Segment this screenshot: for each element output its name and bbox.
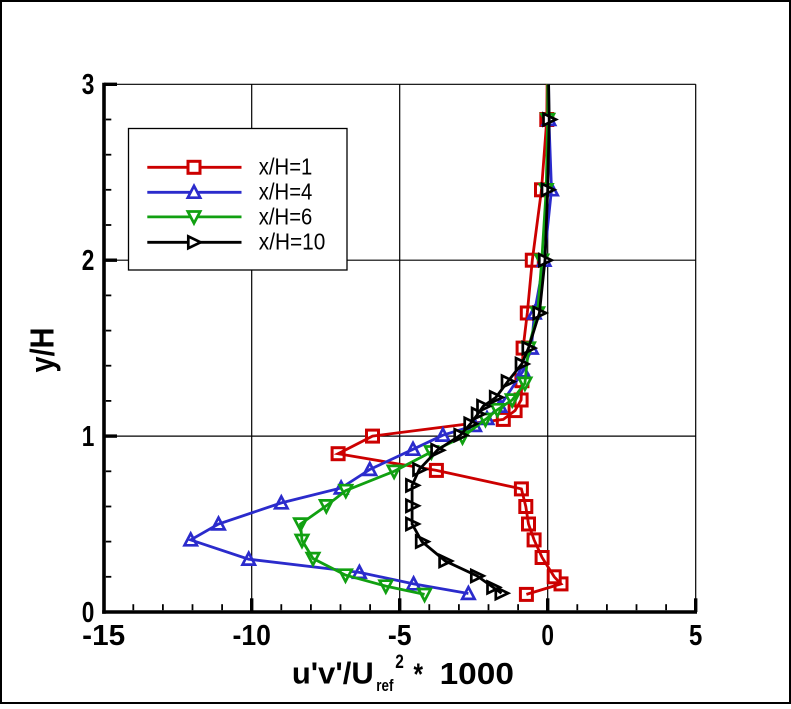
svg-text:-5: -5 xyxy=(388,620,412,652)
svg-text:5: 5 xyxy=(689,620,702,652)
svg-text:x/H=6: x/H=6 xyxy=(259,203,313,229)
svg-text:y/H: y/H xyxy=(24,328,61,373)
svg-text:u'v'/U: u'v'/U xyxy=(292,656,374,691)
svg-text:ref: ref xyxy=(376,676,393,695)
svg-text:-15: -15 xyxy=(82,620,125,652)
svg-text:2: 2 xyxy=(395,652,404,673)
svg-text:1: 1 xyxy=(82,421,95,453)
svg-text:*: * xyxy=(414,657,424,692)
svg-text:x/H=4: x/H=4 xyxy=(259,179,313,205)
svg-text:-10: -10 xyxy=(233,620,271,652)
svg-text:2: 2 xyxy=(82,245,95,277)
svg-text:1000: 1000 xyxy=(440,656,514,691)
svg-text:0: 0 xyxy=(82,597,95,629)
svg-text:x/H=1: x/H=1 xyxy=(259,154,313,180)
svg-text:x/H=10: x/H=10 xyxy=(259,229,326,255)
svg-text:3: 3 xyxy=(82,69,95,101)
svg-text:0: 0 xyxy=(541,620,554,652)
